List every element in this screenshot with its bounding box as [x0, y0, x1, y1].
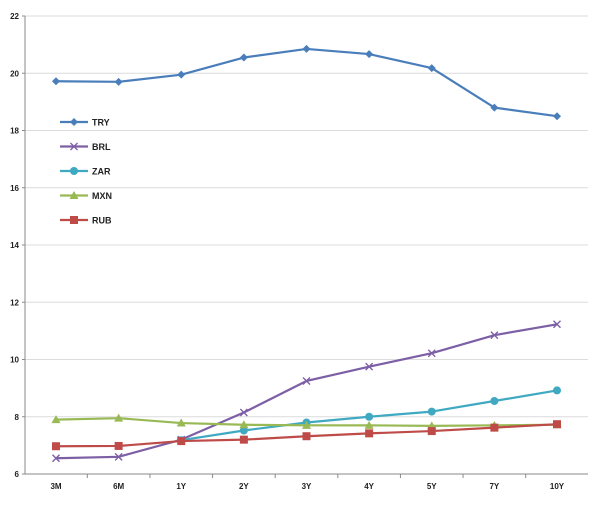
- y-tick-labels: 6 8 10 12 14 16 18 20 22: [10, 12, 19, 479]
- point-try-1y: [177, 70, 186, 79]
- legend-label-zar: ZAR: [92, 167, 111, 177]
- point-try-3y: [302, 44, 311, 53]
- point-try-5y: [427, 64, 436, 73]
- legend-label-rub: RUB: [92, 216, 112, 226]
- point-rub-10y: [553, 420, 561, 429]
- gridlines: [25, 15, 588, 418]
- y-tick-label: 8: [15, 413, 20, 422]
- point-zar-5y: [427, 407, 436, 416]
- point-mxn-6m: [114, 413, 124, 422]
- legend-item-brl: BRL: [60, 142, 111, 152]
- point-mxn-3y: [302, 420, 311, 429]
- y-tick-label: 20: [10, 69, 19, 78]
- point-try-4y: [365, 50, 374, 59]
- legend-label-mxn: MXN: [92, 191, 112, 201]
- point-rub-4y: [365, 429, 374, 438]
- point-mxn-1y: [176, 418, 186, 427]
- point-mxn-3m: [51, 415, 61, 424]
- point-brl-4y: [365, 362, 374, 371]
- legend-marker-brl: [70, 142, 78, 151]
- point-zar-10y: [553, 386, 561, 395]
- point-rub-7y: [490, 423, 499, 432]
- point-brl-7y: [490, 331, 499, 340]
- x-tick-label-2y: 2Y: [239, 482, 249, 491]
- axes: [22, 15, 588, 478]
- series-line-try: [55, 47, 558, 118]
- y-tick-label: 6: [15, 470, 20, 479]
- point-zar-7y: [490, 397, 499, 406]
- series-brl: [52, 320, 561, 463]
- legend-label-brl: BRL: [92, 142, 111, 152]
- x-tick-label-3m: 3M: [50, 482, 61, 491]
- x-tick-label-6m: 6M: [113, 482, 124, 491]
- series-rub: [52, 420, 561, 451]
- point-rub-2y: [239, 435, 248, 444]
- point-try-10y: [553, 112, 561, 121]
- x-tick-label-3y: 3Y: [302, 482, 312, 491]
- point-zar-4y: [365, 412, 374, 421]
- point-brl-6m: [114, 452, 123, 461]
- point-mxn-4y: [364, 420, 374, 429]
- point-brl-10y: [553, 320, 561, 329]
- series-try: [52, 44, 561, 121]
- legend-item-zar: ZAR: [60, 167, 111, 177]
- point-rub-3m: [52, 442, 60, 451]
- y-tick-label: 16: [10, 184, 19, 193]
- x-tick-label-4y: 4Y: [364, 482, 374, 491]
- point-brl-5y: [427, 349, 436, 358]
- legend: TRY BRL ZAR MXN RUB: [60, 118, 112, 226]
- point-try-7y: [490, 103, 499, 112]
- x-tick-labels: 3M 6M 1Y 2Y 3Y 4Y 5Y 7Y 10Y: [50, 482, 564, 491]
- point-rub-3y: [302, 432, 311, 441]
- legend-item-rub: RUB: [60, 216, 112, 226]
- legend-item-try: TRY: [60, 118, 110, 128]
- point-rub-1y: [177, 437, 186, 446]
- y-tick-label: 12: [10, 298, 19, 307]
- point-try-6m: [114, 77, 123, 86]
- series-lines: [51, 44, 562, 463]
- x-tick-label-7y: 7Y: [489, 482, 499, 491]
- y-tick-label: 22: [10, 12, 19, 21]
- x-tick-label-10y: 10Y: [550, 482, 565, 491]
- y-tick-label: 10: [10, 356, 19, 365]
- point-zar-2y: [239, 426, 248, 435]
- point-try-2y: [239, 53, 248, 62]
- point-brl-3y: [302, 376, 311, 385]
- point-brl-2y: [239, 408, 248, 417]
- legend-item-mxn: MXN: [60, 191, 112, 201]
- point-brl-3m: [52, 454, 60, 463]
- point-mxn-2y: [239, 420, 249, 429]
- y-tick-label: 14: [10, 241, 19, 250]
- point-try-3m: [52, 77, 60, 86]
- legend-marker-rub: [70, 216, 78, 224]
- x-tick-label-5y: 5Y: [427, 482, 437, 491]
- legend-marker-mxn: [69, 191, 79, 199]
- x-tick-label-1y: 1Y: [176, 482, 186, 491]
- legend-marker-zar: [70, 167, 78, 175]
- legend-marker-try: [70, 118, 78, 126]
- legend-label-try: TRY: [92, 118, 110, 128]
- point-rub-5y: [427, 427, 436, 436]
- y-tick-label: 18: [10, 127, 19, 136]
- point-rub-6m: [114, 441, 123, 450]
